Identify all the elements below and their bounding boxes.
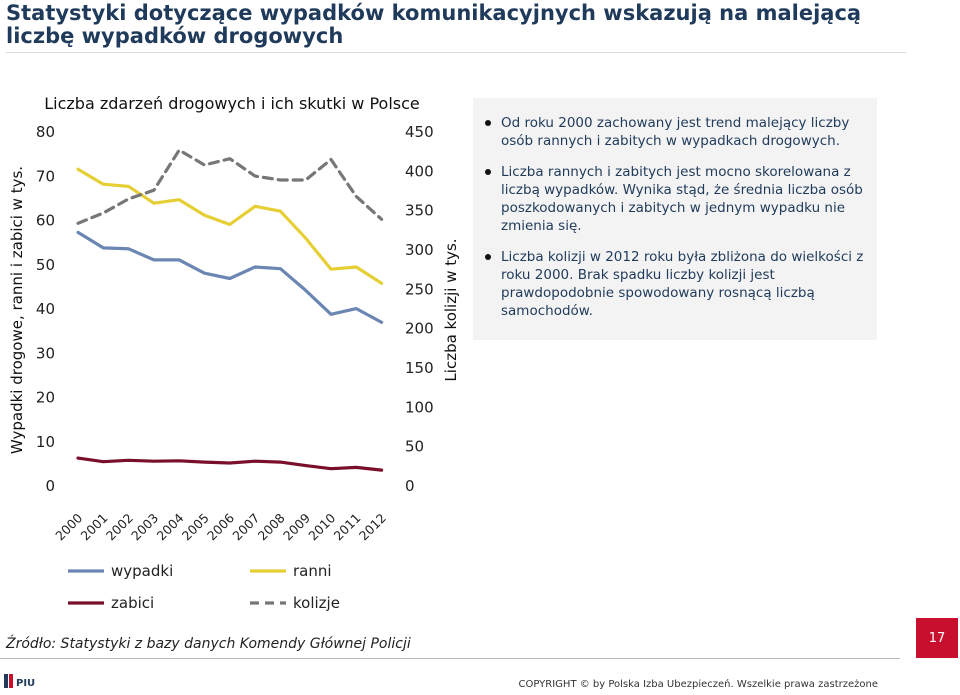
right-tick-label: 400 xyxy=(405,162,434,180)
bullet-item: Liczba kolizji w 2012 roku była zbliżona… xyxy=(485,248,867,320)
x-tick-label: 2005 xyxy=(179,510,212,543)
x-axis-ticks: 2000200120022003200420052006200720082009… xyxy=(52,510,389,543)
bullet-dot-icon xyxy=(485,120,491,126)
left-tick-label: 40 xyxy=(36,300,55,318)
left-axis-ticks: 0 10 20 30 40 50 60 70 80 xyxy=(36,123,55,495)
svg-text:PIU: PIU xyxy=(16,678,35,689)
bullet-dot-icon xyxy=(485,169,491,175)
left-tick-label: 70 xyxy=(36,167,55,185)
source-note: Źródło: Statystyki z bazy danych Komendy… xyxy=(6,636,411,652)
left-tick-label: 30 xyxy=(36,344,55,362)
right-tick-label: 450 xyxy=(405,123,434,141)
left-axis-label: Wypadki drogowe, ranni i zabici w tys. xyxy=(8,166,26,454)
x-tick-label: 2001 xyxy=(78,510,111,543)
series-line-zabici xyxy=(76,456,384,472)
legend-label-wypadki: wypadki xyxy=(111,562,173,580)
left-tick-label: 10 xyxy=(36,433,55,451)
right-tick-label: 150 xyxy=(405,359,434,377)
right-tick-label: 200 xyxy=(405,320,434,338)
x-tick-label: 2000 xyxy=(52,510,85,543)
right-tick-label: 250 xyxy=(405,280,434,298)
bullet-item: Od roku 2000 zachowany jest trend maleją… xyxy=(485,114,867,150)
bullet-text: Od roku 2000 zachowany jest trend maleją… xyxy=(501,115,850,149)
line-chart: Liczba zdarzeń drogowych i ich skutki w … xyxy=(8,94,460,612)
right-tick-label: 100 xyxy=(405,398,434,416)
left-tick-label: 80 xyxy=(36,123,55,141)
right-tick-label: 0 xyxy=(405,477,415,495)
x-tick-label: 2012 xyxy=(356,510,389,543)
right-axis-ticks: 0 50 100 150 200 250 300 350 400 450 xyxy=(405,123,434,495)
copyright-note: COPYRIGHT © by Polska Izba Ubezpieczeń. … xyxy=(518,679,878,690)
x-tick-label: 2011 xyxy=(331,510,364,543)
commentary-panel: Od roku 2000 zachowany jest trend maleją… xyxy=(473,98,877,340)
x-tick-label: 2009 xyxy=(280,510,313,543)
series-line-ranni xyxy=(76,167,384,285)
x-tick-label: 2008 xyxy=(255,510,288,543)
legend-label-zabici: zabici xyxy=(111,594,154,612)
series-line-wypadki xyxy=(76,230,384,324)
left-tick-label: 20 xyxy=(36,389,55,407)
page-title: Statystyki dotyczące wypadków komunikacy… xyxy=(6,2,906,53)
piu-logo-icon: PIU xyxy=(4,674,35,689)
right-axis-label: Liczba kolizji w tys. xyxy=(442,238,460,381)
left-tick-label: 0 xyxy=(45,477,55,495)
series-line-kolizje xyxy=(76,148,384,225)
left-tick-label: 60 xyxy=(36,212,55,230)
bullet-item: Liczba rannych i zabitych jest mocno sko… xyxy=(485,163,867,235)
legend-label-ranni: ranni xyxy=(293,562,332,580)
right-tick-label: 50 xyxy=(405,438,424,456)
x-tick-label: 2010 xyxy=(305,510,338,543)
chart-title: Liczba zdarzeń drogowych i ich skutki w … xyxy=(44,94,419,113)
legend-label-kolizje: kolizje xyxy=(293,594,340,612)
bullet-text: Liczba kolizji w 2012 roku była zbliżona… xyxy=(501,249,864,319)
x-tick-label: 2003 xyxy=(128,510,161,543)
right-tick-label: 300 xyxy=(405,241,434,259)
legend: wypadki ranni zabici kolizje xyxy=(68,562,340,612)
x-tick-label: 2002 xyxy=(103,510,136,543)
divider xyxy=(0,658,900,659)
series-layer xyxy=(76,148,384,472)
right-tick-label: 350 xyxy=(405,202,434,220)
bullet-text: Liczba rannych i zabitych jest mocno sko… xyxy=(501,164,863,234)
x-tick-label: 2006 xyxy=(204,510,237,543)
bullet-dot-icon xyxy=(485,254,491,260)
x-tick-label: 2004 xyxy=(153,510,186,543)
x-tick-label: 2007 xyxy=(229,510,262,543)
page-number: 17 xyxy=(916,618,958,658)
left-tick-label: 50 xyxy=(36,256,55,274)
